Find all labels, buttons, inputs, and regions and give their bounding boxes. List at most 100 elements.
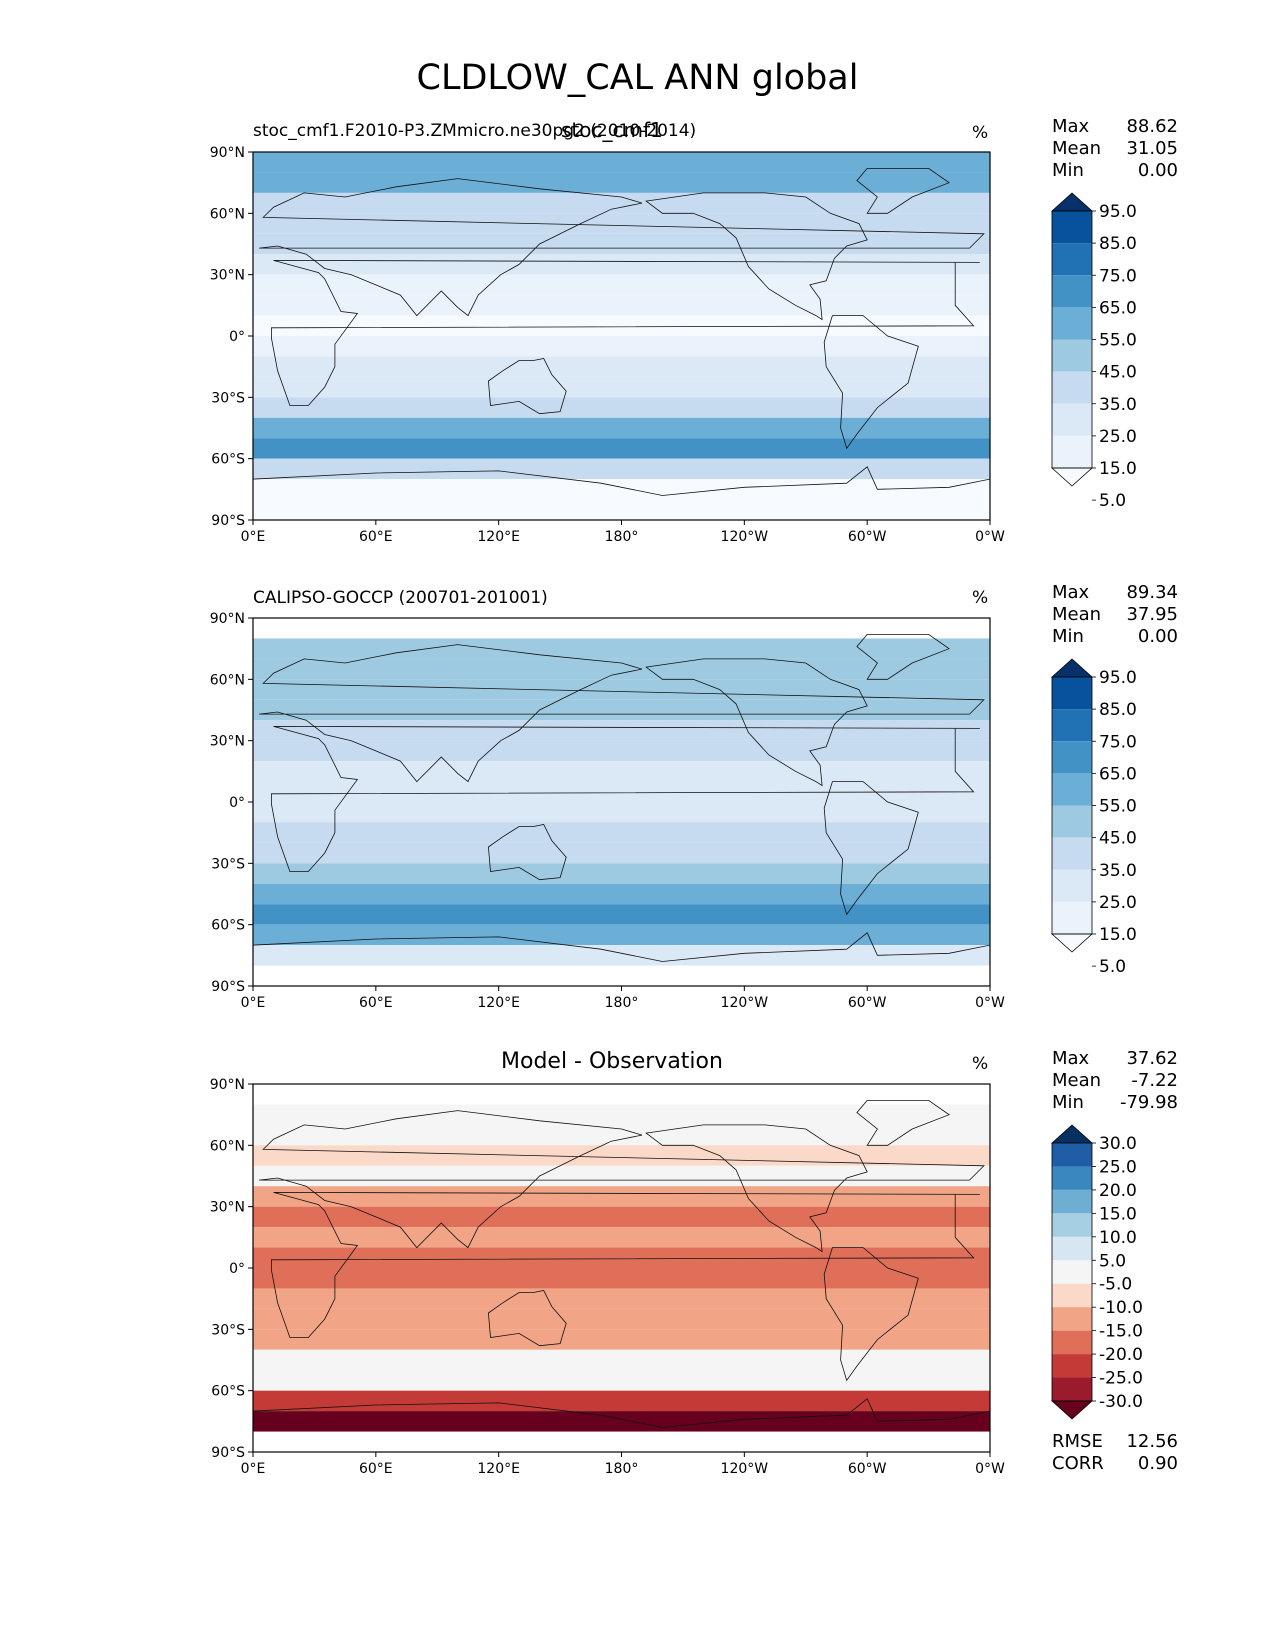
coastline xyxy=(487,358,567,415)
y-tick-label: 90°N xyxy=(210,145,245,161)
panel-diff-stats: Max 37.62 Mean -7.22 Min -79.98 xyxy=(1052,1048,1178,1114)
colorbar-tick-label: 15.0 xyxy=(1099,459,1137,479)
zonal-band xyxy=(253,172,990,193)
zonal-band xyxy=(253,1370,990,1391)
colorbar-swatch xyxy=(1052,403,1092,436)
colorbar-swatch xyxy=(1052,1213,1092,1237)
stat-max: Max 89.34 xyxy=(1052,582,1178,603)
colorbar-tick-label: 5.0 xyxy=(1099,957,1126,977)
colorbar: 95.0 85.0 75.0 65.0 55.0 45.0 35.0 25.0 15.0 5.0 xyxy=(1050,192,1137,511)
zonal-band xyxy=(253,397,990,418)
panel-model-title-center: stoc_cmf1 xyxy=(561,118,663,142)
zonal-band xyxy=(253,679,990,700)
colorbar-swatch xyxy=(1052,1260,1092,1284)
colorbar-tick-label: 75.0 xyxy=(1099,266,1137,286)
zonal-band xyxy=(253,904,990,925)
y-tick-label: 60°N xyxy=(210,672,245,688)
x-tick-label: 120°W xyxy=(721,529,769,545)
map-model: 0°E 60°E 120°E 180° 120°W 60°W 0°W 90°N 60°N 30°N… xyxy=(210,145,1137,545)
coastline xyxy=(645,192,868,321)
y-tick-label: 30°S xyxy=(211,1322,245,1338)
zonal-band xyxy=(253,213,990,234)
zonal-band xyxy=(253,336,990,357)
x-tick-label: 0°E xyxy=(241,1461,266,1477)
colorbar-tick-label: 55.0 xyxy=(1099,331,1137,351)
x-tick-label: 120°E xyxy=(477,1461,520,1477)
coastline xyxy=(253,466,990,520)
x-tick-label: 120°W xyxy=(721,1461,769,1477)
colorbar-tick-label: 20.0 xyxy=(1099,1181,1137,1201)
colorbar-swatch xyxy=(1052,1143,1092,1167)
zonal-band xyxy=(253,822,990,843)
y-tick-label: 90°N xyxy=(210,611,245,627)
coastline xyxy=(271,1192,980,1338)
coastline xyxy=(856,168,950,214)
colorbar-extend-min xyxy=(1050,467,1094,487)
x-tick-label: 120°W xyxy=(721,995,769,1011)
metric-corr: CORR 0.90 xyxy=(1052,1453,1178,1474)
coastline xyxy=(271,726,980,872)
coastline xyxy=(259,178,985,317)
y-tick-label: 90°S xyxy=(211,979,245,995)
colorbar-swatch xyxy=(1052,1166,1092,1190)
colorbar-swatch xyxy=(1052,901,1092,934)
y-tick-label: 60°N xyxy=(210,1138,245,1154)
colorbar-swatch xyxy=(1052,307,1092,340)
zonal-band xyxy=(253,740,990,762)
zonal-band xyxy=(253,802,990,823)
colorbar-tick-label: 75.0 xyxy=(1099,732,1137,752)
panel-obs-units: % xyxy=(972,588,989,608)
colorbar-tick-label: -5.0 xyxy=(1099,1275,1132,1295)
colorbar-swatch xyxy=(1052,211,1092,244)
colorbar-tick-label: 35.0 xyxy=(1099,861,1137,881)
colorbar-swatch xyxy=(1052,741,1092,774)
zonal-band xyxy=(253,1308,990,1330)
colorbar-tick-label: 25.0 xyxy=(1099,427,1137,447)
zonal-band xyxy=(253,499,990,520)
zonal-band xyxy=(253,1349,990,1371)
colorbar-tick-label: -10.0 xyxy=(1099,1298,1143,1318)
x-tick-label: 60°E xyxy=(359,995,393,1011)
coastline xyxy=(823,781,919,916)
y-tick-label: 30°N xyxy=(210,1200,245,1216)
zonal-band xyxy=(253,233,990,255)
zonal-band xyxy=(253,1247,990,1268)
colorbar-extend-min xyxy=(1050,1400,1094,1420)
coastline xyxy=(253,932,990,986)
zonal-band xyxy=(253,438,990,459)
coastline xyxy=(856,634,950,680)
zonal-band xyxy=(253,315,990,336)
coastline xyxy=(856,1100,950,1146)
colorbar-tick-label: 15.0 xyxy=(1099,1204,1137,1224)
y-tick-label: 60°S xyxy=(211,452,245,468)
coastline xyxy=(259,644,985,783)
y-tick-label: 60°N xyxy=(210,206,245,222)
map-observation: 0°E 60°E 120°E 180° 120°W 60°W 0°W 90°N 60°N 30°N… xyxy=(210,611,1137,1011)
colorbar-swatch xyxy=(1052,1377,1092,1401)
metric-rmse: RMSE 12.56 xyxy=(1052,1431,1178,1452)
zonal-band xyxy=(253,1390,990,1412)
stat-max: Max 88.62 xyxy=(1052,116,1178,137)
y-tick-label: 60°S xyxy=(211,1384,245,1400)
colorbar-tick-label: 45.0 xyxy=(1099,363,1137,383)
zonal-band xyxy=(253,458,990,480)
zonal-band xyxy=(253,254,990,275)
y-tick-label: 30°S xyxy=(211,856,245,872)
zonal-band xyxy=(253,1227,990,1248)
colorbar-tick-label: 5.0 xyxy=(1099,1251,1126,1271)
colorbar-swatch xyxy=(1052,837,1092,870)
panel-diff-title: Model - Observation xyxy=(501,1049,723,1074)
colorbar-tick-label: 85.0 xyxy=(1099,700,1137,720)
zonal-band xyxy=(253,1124,990,1146)
colorbar-swatch xyxy=(1052,275,1092,308)
x-tick-label: 60°W xyxy=(848,1461,887,1477)
y-tick-label: 0° xyxy=(229,329,245,345)
zonal-band xyxy=(253,1145,990,1166)
colorbar-tick-label: 55.0 xyxy=(1099,797,1137,817)
zonal-band xyxy=(253,945,990,966)
colorbar-tick-label: 15.0 xyxy=(1099,925,1137,945)
zonal-band xyxy=(253,152,990,173)
colorbar-swatch xyxy=(1052,773,1092,806)
colorbar-extend-max xyxy=(1050,658,1094,678)
